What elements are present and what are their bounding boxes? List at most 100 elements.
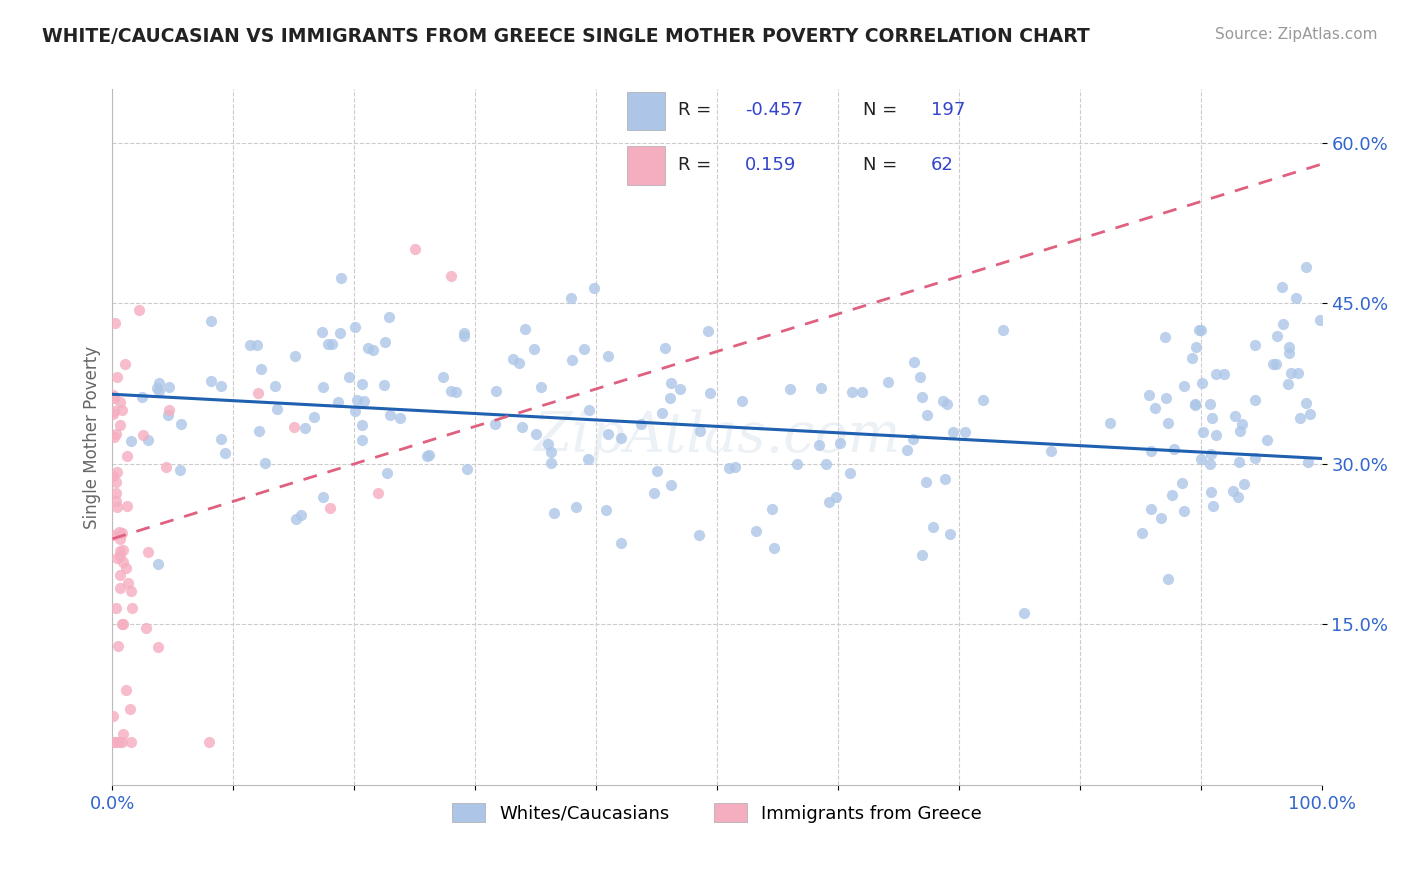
Point bbox=[108, 568, 131, 582]
Point bbox=[1223, 409, 1246, 423]
Point bbox=[595, 502, 617, 516]
Point bbox=[1137, 388, 1160, 402]
Text: N =: N = bbox=[863, 156, 903, 174]
Point bbox=[108, 395, 131, 409]
Text: Source: ZipAtlas.com: Source: ZipAtlas.com bbox=[1215, 27, 1378, 42]
Point bbox=[576, 452, 599, 467]
Point bbox=[1184, 398, 1206, 412]
Point bbox=[654, 341, 676, 355]
Point bbox=[540, 445, 562, 459]
Point bbox=[1229, 424, 1251, 438]
Point bbox=[578, 403, 600, 417]
Point bbox=[148, 384, 170, 398]
Point bbox=[1184, 339, 1206, 353]
Point bbox=[138, 545, 160, 559]
Point bbox=[972, 393, 994, 408]
Point bbox=[283, 420, 305, 434]
Point bbox=[808, 438, 831, 452]
Point bbox=[209, 378, 232, 392]
Text: -0.457: -0.457 bbox=[745, 102, 803, 120]
Point bbox=[111, 526, 134, 541]
Point bbox=[105, 600, 128, 615]
Point bbox=[915, 408, 938, 422]
Point bbox=[105, 370, 128, 384]
Point bbox=[156, 408, 179, 422]
Text: 62: 62 bbox=[931, 156, 953, 174]
Point bbox=[200, 314, 222, 328]
Point bbox=[214, 446, 236, 460]
Point bbox=[321, 337, 343, 351]
Point bbox=[1309, 313, 1331, 327]
Point bbox=[284, 349, 307, 363]
Point bbox=[921, 520, 943, 534]
Point bbox=[610, 535, 633, 549]
Point bbox=[561, 353, 583, 368]
Point bbox=[1271, 318, 1294, 332]
Point bbox=[131, 390, 153, 404]
Point bbox=[247, 424, 270, 438]
Point bbox=[1189, 452, 1212, 467]
Point bbox=[148, 376, 170, 390]
Point bbox=[659, 391, 682, 405]
Text: R =: R = bbox=[678, 102, 717, 120]
Point bbox=[169, 463, 191, 477]
Point bbox=[1202, 500, 1225, 514]
Point bbox=[418, 448, 440, 462]
Point bbox=[731, 393, 754, 408]
Point bbox=[114, 357, 136, 371]
Point bbox=[1226, 490, 1249, 504]
Point bbox=[651, 406, 673, 420]
Point bbox=[145, 382, 167, 396]
Point bbox=[582, 280, 605, 294]
Point bbox=[209, 432, 232, 446]
Point bbox=[1201, 410, 1223, 425]
Point bbox=[1288, 410, 1310, 425]
Point bbox=[101, 469, 124, 483]
Point bbox=[337, 370, 360, 384]
Point bbox=[1264, 358, 1286, 372]
Point bbox=[453, 329, 475, 343]
Point bbox=[101, 388, 124, 402]
Point bbox=[953, 425, 976, 440]
Point bbox=[200, 374, 222, 388]
Point bbox=[1286, 366, 1309, 380]
Point bbox=[121, 600, 143, 615]
Text: R =: R = bbox=[678, 156, 717, 174]
Legend: Whites/Caucasians, Immigrants from Greece: Whites/Caucasians, Immigrants from Greec… bbox=[443, 794, 991, 831]
Point bbox=[404, 242, 426, 256]
Point bbox=[502, 352, 524, 367]
Point bbox=[1181, 351, 1204, 366]
Point bbox=[101, 709, 124, 723]
Point bbox=[294, 421, 316, 435]
Point bbox=[1154, 330, 1177, 344]
Point bbox=[540, 456, 562, 470]
Point bbox=[103, 404, 125, 418]
Point bbox=[786, 457, 808, 471]
Point bbox=[120, 701, 142, 715]
Text: 197: 197 bbox=[931, 102, 965, 120]
Point bbox=[1188, 323, 1211, 337]
Point bbox=[111, 403, 134, 417]
Point bbox=[343, 403, 366, 417]
Point bbox=[1278, 340, 1301, 354]
Point bbox=[120, 735, 142, 749]
Point bbox=[246, 338, 269, 352]
Point bbox=[239, 338, 262, 352]
Point bbox=[101, 407, 124, 421]
Point bbox=[643, 485, 665, 500]
Point bbox=[120, 434, 142, 448]
Point bbox=[389, 411, 412, 425]
Point bbox=[1299, 407, 1322, 421]
Point bbox=[108, 582, 131, 596]
Point bbox=[724, 459, 747, 474]
Point bbox=[111, 617, 134, 632]
Point bbox=[326, 394, 349, 409]
Point bbox=[264, 379, 287, 393]
Point bbox=[828, 436, 851, 450]
Point bbox=[877, 376, 900, 390]
Point bbox=[689, 424, 711, 438]
Point bbox=[1040, 443, 1063, 458]
Point bbox=[1222, 483, 1244, 498]
Point bbox=[915, 475, 938, 489]
Point bbox=[825, 490, 848, 504]
